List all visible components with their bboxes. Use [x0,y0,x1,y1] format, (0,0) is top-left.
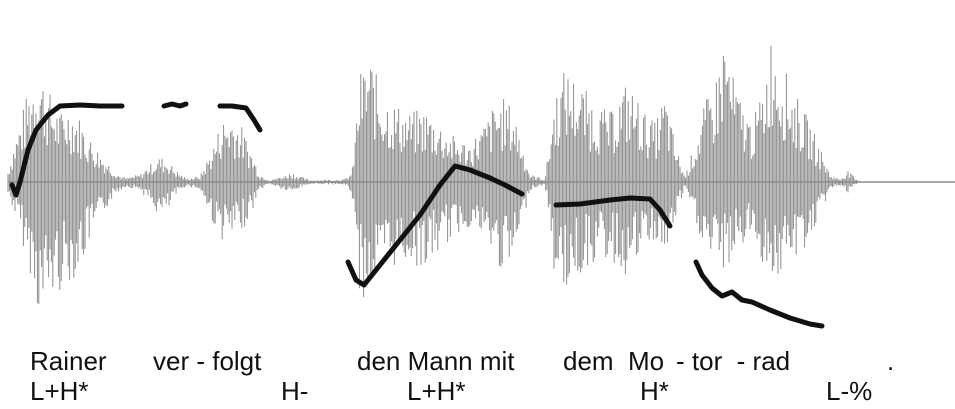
tone-lh-2: L+H* [407,376,466,406]
pitch-contour [9,101,825,329]
pitch-segment-5 [693,259,825,329]
tone-lh-1: L+H* [30,376,89,406]
waveform [7,45,860,305]
pitch-segment-2 [217,103,263,133]
pitch-segment-4 [553,195,673,229]
waveform-pitch-plot [7,45,955,329]
tone-h-star: H* [640,376,669,406]
word-tor-rad: - tor - rad [676,346,791,376]
pitch-segment-1 [161,101,189,109]
word-dem-mo: dem Mo [563,346,665,376]
tone-l-percent: L-% [826,376,873,406]
tone-h-minus: H- [281,376,309,406]
pitch-segment-3 [345,163,525,288]
word-ver-folgt: ver - folgt [153,346,262,376]
word-rainer: Rainer [30,346,107,376]
pitch-segment-0 [9,102,125,198]
word-period: . [887,346,895,376]
word-den-mann-mit: den Mann mit [357,346,515,376]
